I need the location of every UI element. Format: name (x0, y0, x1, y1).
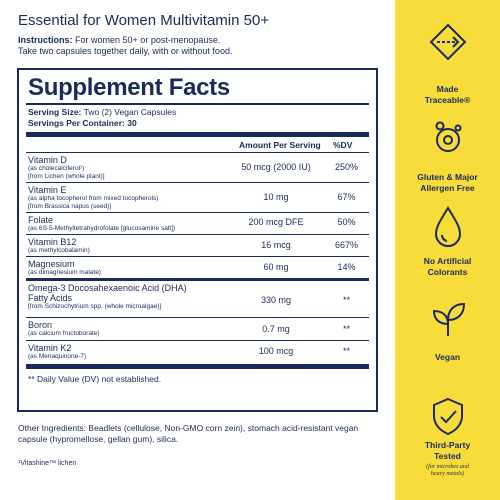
bottom-thick-rule (26, 364, 369, 369)
dv-header: %DV (333, 140, 353, 150)
nutrient-label: Magnesium (28, 259, 75, 269)
title-rule (26, 103, 369, 105)
supplement-label-area: Essential for Women Multivitamin 50+ Ins… (17, 12, 378, 467)
nutrient-row-dha: Omega-3 Docosahexaenoic Acid (DHA) Fatty… (26, 281, 369, 317)
nutrient-dv: 50% (337, 217, 356, 227)
nutrient-dv: ** (342, 295, 350, 305)
nutrient-label: Folate (28, 215, 54, 225)
supplement-facts-panel: Supplement Facts Serving Size: Two (2) V… (17, 68, 378, 412)
nutrient-name: Vitamin B12 (as methylcobalamin) (28, 237, 238, 255)
nutrient-dv: 667% (334, 240, 359, 250)
thick-rule (26, 132, 369, 137)
other-ingredients: Other Ingredients: Beadlets (cellulose, … (18, 423, 359, 444)
nutrient-amount: 10 mg (263, 192, 289, 202)
nutrient-dv: 67% (337, 192, 356, 202)
nutrient-name: Vitamin D (as cholecalciferol¹) [from Li… (28, 155, 238, 180)
badge-gluten-allergen-free: Gluten & Major Allergen Free (395, 118, 500, 194)
nutrient-row-vitamin-d: Vitamin D (as cholecalciferol¹) [from Li… (26, 152, 369, 183)
product-title: Essential for Women Multivitamin 50+ (18, 12, 270, 29)
nutrient-source: (as 6S-5-Methyltetrahydrofolate [glucosa… (28, 225, 176, 232)
nutrient-row-boron: Boron (as calcium fructoborate) 0.7 mg *… (26, 317, 369, 341)
nutrient-amount: 0.7 mg (262, 324, 290, 334)
molecule-icon (435, 121, 461, 152)
serving-size: Serving Size: Two (2) Vegan Capsules (28, 107, 176, 117)
nutrient-dv: ** (342, 346, 350, 356)
badge-label: Third-Party (424, 440, 471, 450)
nutrient-source: (as alpha tocopherol from mixed tocopher… (28, 195, 159, 202)
nutrient-dv: 250% (334, 162, 359, 172)
badge-label: Gluten & Major (417, 172, 478, 182)
badge-label-line2: Colorants (427, 267, 468, 277)
badge-label: Made (436, 84, 459, 94)
trademark-note: ¹Vitashine™ lichen (18, 460, 77, 467)
serving-size-value: Two (2) Vegan Capsules (83, 107, 177, 117)
dv-footnote: ** Daily Value (DV) not established. (28, 374, 162, 384)
badge-note-line2: heavy metals) (430, 471, 465, 477)
nutrient-amount: 16 mcg (261, 240, 291, 250)
nutrient-label: Boron (28, 320, 53, 330)
nutrient-source: (as dimagnesium malate) (28, 269, 101, 276)
nutrient-dv: 14% (337, 262, 356, 272)
traceable-arrow-icon (429, 23, 466, 61)
badge-note: (for microbes and (426, 464, 469, 470)
nutrient-source: (as methylcobalamin) (28, 247, 90, 254)
badge-label: No Artificial (423, 256, 472, 266)
badge-sidebar (395, 0, 500, 500)
nutrient-name: Folate (as 6S-5-Methyltetrahydrofolate [… (28, 215, 238, 233)
nutrient-label: Vitamin E (28, 185, 67, 195)
nutrient-source: (as Menaquinone-7) (28, 353, 87, 360)
nutrient-label: Vitamin K2 (28, 343, 72, 353)
nutrient-row-vitamin-e: Vitamin E (as alpha tocopherol from mixe… (26, 182, 369, 213)
nutrient-amount: 100 mcg (258, 346, 294, 356)
badge-made-traceable: Made Traceable® (395, 22, 500, 106)
nutrient-row-vitamin-b12: Vitamin B12 (as methylcobalamin) 16 mcg … (26, 234, 369, 257)
nutrient-label: Vitamin D (28, 155, 67, 165)
badge-label-line2: Tested (434, 451, 461, 461)
nutrient-name: Omega-3 Docosahexaenoic Acid (DHA) Fatty… (28, 283, 258, 311)
badge-third-party-tested: Third-Party Tested (for microbes and hea… (395, 396, 500, 478)
badge-label-line2: Allergen Free (420, 183, 475, 193)
badge-label: Vegan (434, 352, 461, 362)
nutrient-label: Omega-3 Docosahexaenoic Acid (DHA) (28, 283, 187, 293)
servings-label: Servings Per Container: (28, 118, 125, 128)
nutrient-name: Boron (as calcium fructoborate) (28, 320, 238, 338)
nutrient-row-vitamin-k2: Vitamin K2 (as Menaquinone-7) 100 mcg ** (26, 340, 369, 364)
nutrient-source: [from Schizochytrium spp. (whole microal… (28, 303, 162, 310)
instructions-label: Instructions: (18, 35, 73, 45)
section-rule (26, 278, 369, 281)
instructions-line1: For women 50+ or post-menopause. (75, 35, 221, 45)
nutrient-amount: 60 mg (263, 262, 289, 272)
serving-size-label: Serving Size: (28, 107, 82, 117)
nutrient-source: (as cholecalciferol¹) (28, 165, 85, 172)
instructions: Instructions: For women 50+ or post-meno… (18, 35, 378, 57)
nutrient-source: (as calcium fructoborate) (28, 330, 100, 337)
nutrient-name: Vitamin K2 (as Menaquinone-7) (28, 343, 238, 361)
nutrient-dv: ** (342, 324, 350, 334)
badge-vegan: Vegan (395, 298, 500, 363)
nutrient-label-line2: Fatty Acids (28, 293, 73, 303)
nutrient-label: Vitamin B12 (28, 237, 77, 247)
nutrient-source-detail: [from Lichen (whole plant)] (28, 172, 105, 180)
nutrient-amount: 50 mcg (2000 IU) (241, 162, 311, 172)
badge-no-artificial-colorants: No Artificial Colorants (395, 204, 500, 278)
servings-per-container: Servings Per Container: 30 (28, 118, 137, 128)
nutrient-row-folate: Folate (as 6S-5-Methyltetrahydrofolate [… (26, 212, 369, 235)
sprout-icon (432, 302, 465, 336)
nutrient-row-magnesium: Magnesium (as dimagnesium malate) 60 mg … (26, 256, 369, 279)
supplement-facts-title: Supplement Facts (28, 74, 230, 101)
servings-value: 30 (127, 118, 137, 128)
amount-per-serving-header: Amount Per Serving (239, 140, 321, 150)
droplet-icon (434, 206, 461, 247)
nutrient-source-detail: [from Brassica napus (seed)] (28, 202, 112, 210)
nutrient-amount: 330 mg (260, 295, 292, 305)
nutrient-name: Vitamin E (as alpha tocopherol from mixe… (28, 185, 238, 210)
badge-label-line2: Traceable® (424, 95, 471, 105)
nutrient-name: Magnesium (as dimagnesium malate) (28, 259, 238, 277)
nutrient-amount: 200 mcg DFE (248, 217, 304, 227)
instructions-line2: Take two capsules together daily, with o… (18, 46, 233, 56)
shield-check-icon (432, 397, 463, 436)
